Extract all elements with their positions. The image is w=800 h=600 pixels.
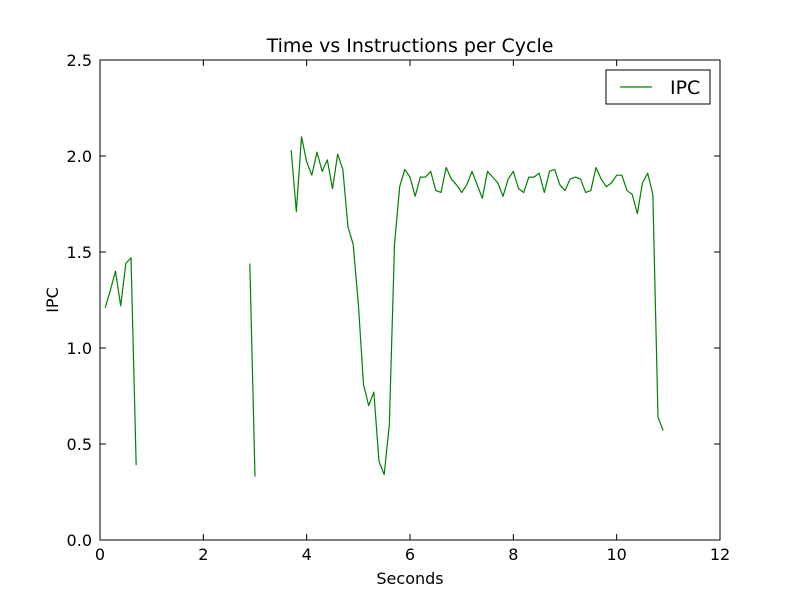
x-axis-label: Seconds: [376, 569, 443, 588]
y-tick-label: 0.0: [67, 531, 92, 550]
chart-title: Time vs Instructions per Cycle: [266, 35, 554, 57]
y-tick-label: 1.0: [67, 339, 92, 358]
y-tick-label: 1.5: [67, 243, 92, 262]
y-tick-label: 2.5: [67, 51, 92, 70]
x-tick-label: 8: [508, 545, 518, 564]
ticks: 0 2 4 6 8 10 12 0.0 0.5 1.0 1.5 2.0 2.5: [67, 51, 731, 564]
x-tick-label: 12: [710, 545, 730, 564]
y-tick-label: 0.5: [67, 435, 92, 454]
series-ipc-line-segment-1: [104, 257, 137, 466]
x-tick-label: 10: [606, 545, 626, 564]
y-axis-label: IPC: [43, 287, 62, 313]
series-ipc-line-segment-2: [249, 263, 256, 477]
plot-area: [104, 136, 664, 477]
x-tick-label: 0: [95, 545, 105, 564]
series-ipc-line-segment-3: [290, 136, 664, 476]
legend-box: [605, 69, 711, 105]
legend: IPC: [605, 69, 711, 105]
y-tick-label: 2.0: [67, 147, 92, 166]
x-tick-label: 4: [302, 545, 312, 564]
x-tick-label: 2: [198, 545, 208, 564]
x-tick-label: 6: [405, 545, 415, 564]
legend-label-ipc: IPC: [670, 77, 700, 99]
